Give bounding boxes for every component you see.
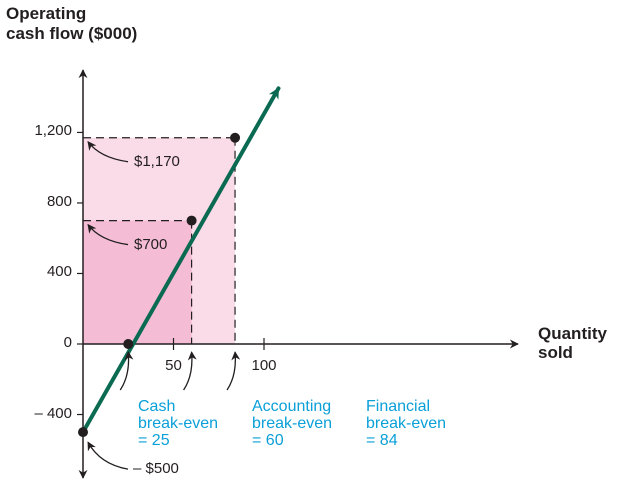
data-point (78, 427, 88, 438)
annotation-minus-500: – $500 (133, 460, 179, 478)
y-tick-label: – 400 (34, 404, 72, 422)
y-tick-label: 400 (46, 263, 72, 281)
financial-break-even-label: Financial break-even = 84 (366, 398, 447, 449)
annotation-arrow (87, 441, 129, 470)
break-even-arrow (119, 351, 134, 391)
data-point (123, 339, 134, 349)
annotation-700: $700 (134, 235, 168, 253)
y-tick-label: 1,200 (34, 122, 72, 140)
x-axis-label: Quantity sold (538, 324, 607, 362)
annotation-arrow (87, 223, 129, 246)
y-tick-label: 0 (63, 334, 72, 351)
accounting-region (83, 220, 192, 344)
y-tick-label: 800 (46, 192, 72, 210)
data-point (230, 132, 241, 143)
annotation-arrow (87, 141, 129, 163)
annotation-1170: $1,170 (134, 152, 180, 170)
data-point (186, 215, 197, 226)
break-even-arrow (183, 351, 197, 391)
cash-flow-line (81, 86, 281, 435)
y-axis-label: Operating cash flow ($000) (6, 4, 138, 43)
break-even-arrow (226, 351, 241, 391)
x-tick-label: 100 (251, 357, 277, 374)
x-tick-label: 50 (165, 357, 182, 374)
cash-break-even-label: Cash break-even = 25 (138, 398, 219, 449)
accounting-break-even-label: Accounting break-even = 60 (252, 398, 333, 449)
